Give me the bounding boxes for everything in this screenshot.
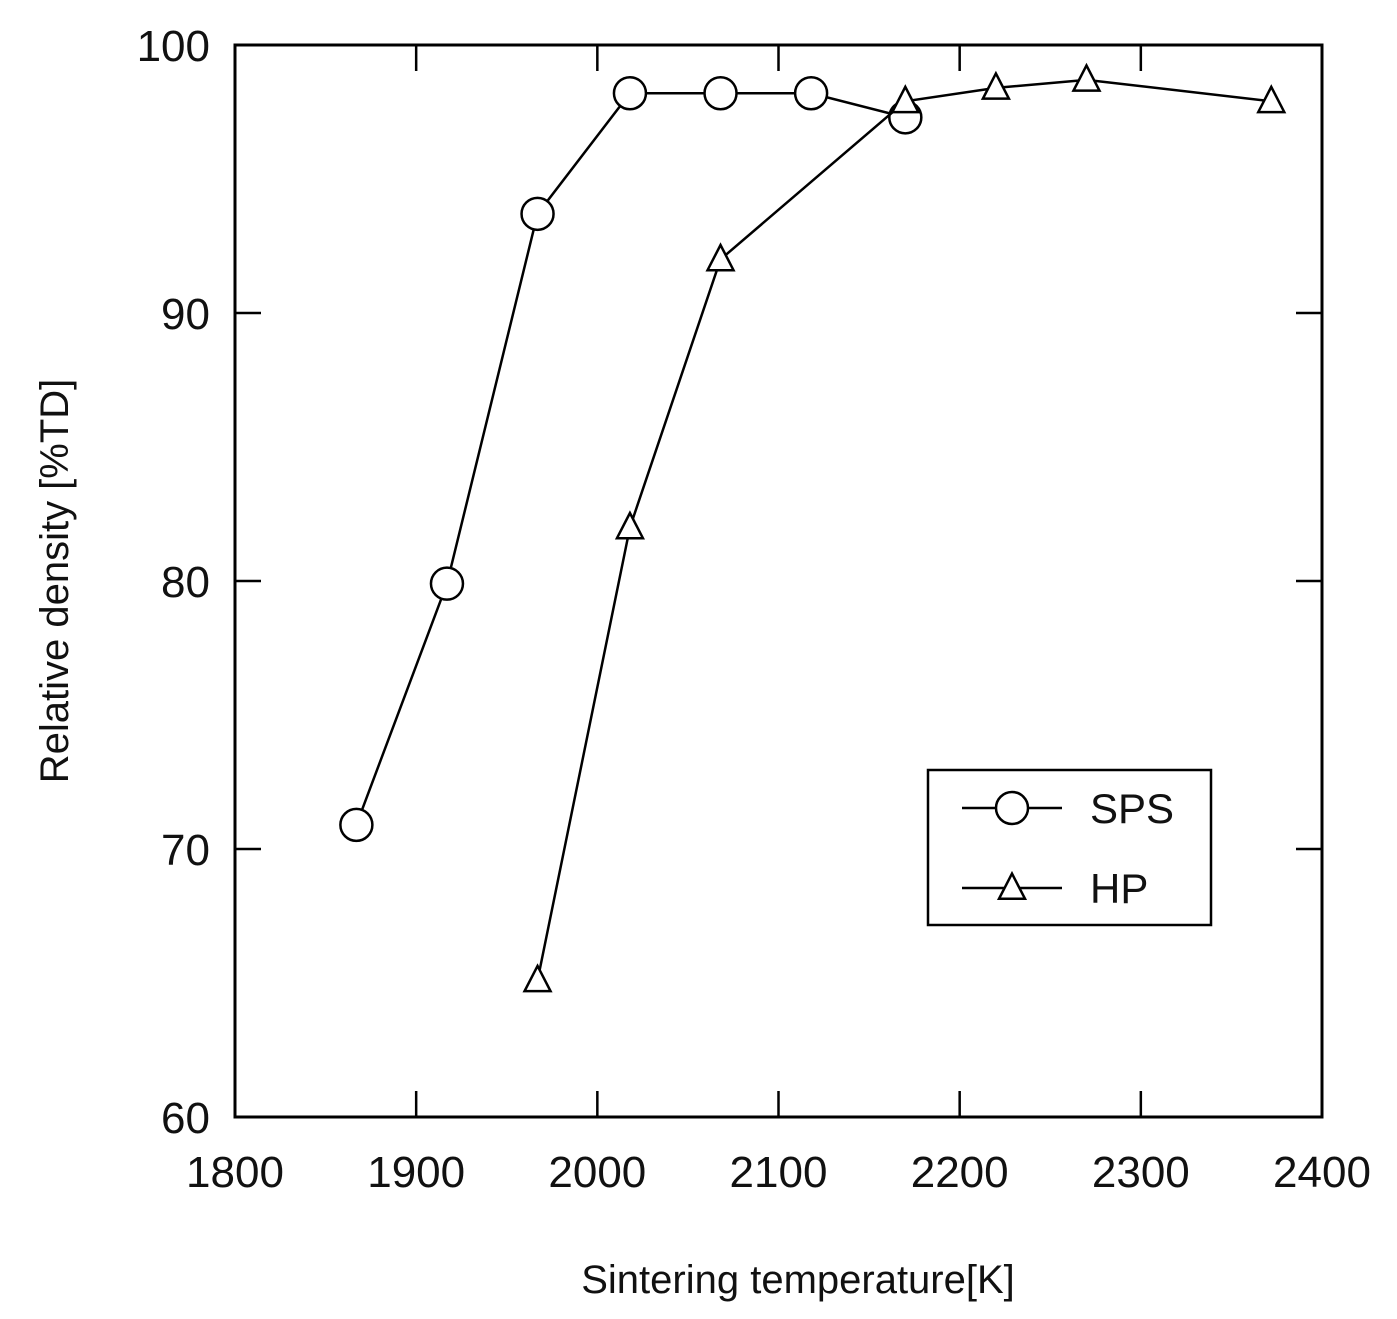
y-tick-label: 80 bbox=[161, 558, 210, 607]
data-point-hp bbox=[1071, 62, 1102, 92]
x-tick-label: 1800 bbox=[186, 1148, 284, 1197]
legend-item-hp: HP bbox=[962, 865, 1148, 912]
series-sps bbox=[339, 75, 923, 843]
plot-frame bbox=[233, 43, 1324, 1119]
data-point-hp bbox=[1256, 84, 1287, 114]
x-tick-label: 1900 bbox=[367, 1148, 465, 1197]
data-point-sps bbox=[703, 75, 738, 111]
y-axis-label: Relative density [%TD] bbox=[33, 379, 77, 784]
series-layer bbox=[339, 62, 1287, 993]
data-point-hp bbox=[980, 70, 1011, 100]
data-point-hp bbox=[522, 963, 553, 993]
data-point-sps bbox=[793, 75, 829, 111]
legend-label-hp: HP bbox=[1090, 865, 1148, 912]
data-point-sps bbox=[612, 75, 648, 111]
plot-area-border bbox=[233, 43, 1324, 1119]
tick-labels: 1800 1900 2000 2100 2200 2300 2400 60 70 80 90 100 bbox=[137, 22, 1371, 1197]
x-tick-label: 2400 bbox=[1273, 1148, 1371, 1197]
data-point-sps bbox=[520, 196, 555, 232]
legend-label-sps: SPS bbox=[1090, 785, 1174, 832]
axis-ticks bbox=[233, 43, 1324, 1119]
legend-marker-hp bbox=[996, 870, 1028, 901]
y-tick-label: 70 bbox=[161, 826, 210, 875]
data-point-sps bbox=[339, 807, 374, 843]
y-tick-label: 100 bbox=[137, 22, 210, 71]
data-point-hp bbox=[614, 510, 645, 540]
y-tick-label: 90 bbox=[161, 290, 210, 339]
x-tick-label: 2300 bbox=[1092, 1148, 1190, 1197]
legend-marker-sps bbox=[994, 790, 1030, 826]
x-tick-label: 2200 bbox=[911, 1148, 1009, 1197]
legend-box bbox=[926, 768, 1213, 927]
x-tick-label: 2100 bbox=[730, 1148, 828, 1197]
y-tick-label: 60 bbox=[161, 1094, 210, 1143]
data-point-sps bbox=[429, 566, 465, 601]
data-point-hp bbox=[890, 84, 921, 114]
series-hp bbox=[522, 62, 1287, 993]
data-point-hp bbox=[705, 242, 736, 272]
legend: SPS HP bbox=[926, 768, 1213, 927]
x-axis-label: Sintering temperature[K] bbox=[581, 1258, 1015, 1302]
x-tick-label: 2000 bbox=[548, 1148, 646, 1197]
series-line-sps bbox=[355, 91, 906, 826]
legend-item-sps: SPS bbox=[962, 785, 1174, 832]
